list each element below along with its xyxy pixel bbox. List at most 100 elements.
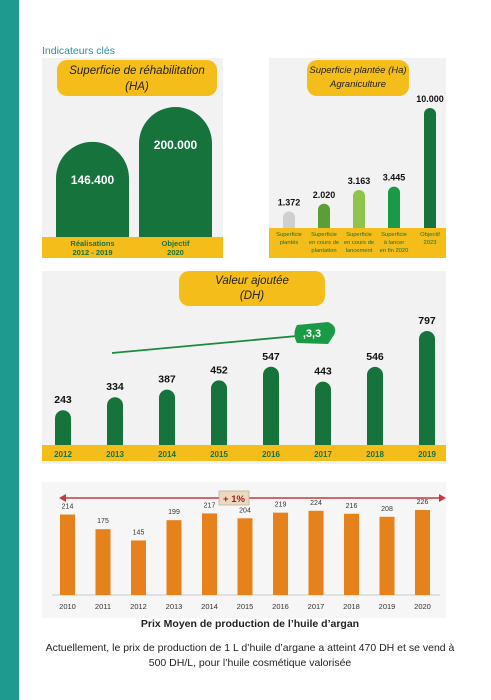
rehabilitation-bar-1 — [139, 107, 212, 237]
planted-category-label-1-0: Superficie — [311, 232, 337, 238]
rehabilitation-panel: Superficie de réhabilitation (HA) 146.40… — [42, 58, 223, 258]
price-value-label-1: 175 — [97, 518, 109, 525]
planted-title: Superficie plantée (Ha) Agraniculture — [307, 60, 409, 96]
value-added-bar-6 — [367, 366, 383, 445]
price-category-label-1: 2011 — [95, 602, 111, 611]
price-category-label-3: 2013 — [166, 602, 183, 611]
value-added-bar-5 — [315, 381, 331, 445]
rehabilitation-category-label-1-1: 2020 — [167, 248, 184, 257]
value-added-value-label-4: 547 — [262, 351, 280, 363]
value-added-category-label-5: 2017 — [314, 450, 332, 459]
planted-bar-0 — [283, 211, 295, 228]
price-bar-8 — [344, 513, 359, 595]
planted-title-line1: Superficie plantée (Ha) — [309, 65, 407, 76]
rehabilitation-value-label-0: 146.400 — [71, 173, 115, 187]
price-bar-0 — [60, 514, 75, 595]
planted-category-label-3-2: en fin 2020 — [380, 248, 409, 254]
price-value-label-10: 226 — [417, 499, 429, 506]
value-added-trend-line — [111, 334, 309, 354]
planted-bar-4 — [424, 108, 436, 228]
value-added-value-label-0: 243 — [54, 394, 72, 406]
value-added-value-label-6: 546 — [366, 351, 384, 363]
value-added-value-label-7: 797 — [418, 315, 436, 327]
price-chart: + 1% 214 2010 175 2011 145 2012 199 2013 217 2014 2… — [52, 490, 446, 611]
rehabilitation-bar-0 — [56, 141, 129, 237]
value-added-category-label-1: 2013 — [106, 450, 124, 459]
price-category-label-4: 2014 — [201, 602, 218, 611]
planted-value-label-3: 3.445 — [383, 173, 406, 183]
planted-category-label-3-1: à lancer — [384, 240, 405, 246]
price-bar-2 — [131, 540, 146, 595]
planted-category-label-1-2: plantation — [311, 248, 336, 254]
planted-title-line2: Agraniculture — [330, 79, 386, 90]
price-value-label-7: 224 — [310, 500, 322, 507]
planted-category-label-2-0: Superficie — [346, 232, 372, 238]
price-bar-1 — [95, 529, 111, 595]
rehabilitation-value-label-1: 200.000 — [154, 138, 198, 152]
value-added-trend-badge — [294, 322, 336, 344]
value-added-title-line2: (DH) — [239, 290, 265, 302]
price-category-label-6: 2016 — [272, 602, 289, 611]
value-added-category-label-6: 2018 — [366, 450, 384, 459]
planted-category-label-1-1: en cours de — [309, 240, 339, 246]
value-added-value-label-1: 334 — [106, 381, 124, 393]
value-added-value-label-2: 387 — [158, 374, 176, 386]
value-added-bar-7 — [419, 331, 435, 445]
rehabilitation-category-label-1-0: Objectif — [162, 239, 190, 248]
rehabilitation-title: Superficie de réhabilitation (HA) — [57, 60, 217, 96]
side-stripe — [0, 0, 19, 700]
price-bar-6 — [273, 512, 288, 595]
price-value-label-3: 199 — [168, 509, 180, 516]
planted-category-label-0-0: Superficie — [276, 232, 302, 238]
planted-value-label-0: 1.372 — [278, 198, 301, 208]
planted-category-band — [269, 228, 446, 258]
price-category-label-7: 2017 — [308, 602, 325, 611]
value-added-bar-4 — [263, 366, 279, 445]
value-added-trend-label: ,3,3 — [303, 328, 321, 340]
value-added-value-label-5: 443 — [314, 366, 332, 378]
price-bar-5 — [237, 518, 253, 595]
price-category-label-9: 2019 — [379, 602, 396, 611]
value-added-category-label-0: 2012 — [54, 450, 72, 459]
value-added-title: Valeur ajoutée (DH) — [179, 271, 325, 306]
rehabilitation-category-label-0-0: Réalisations — [70, 239, 114, 248]
planted-category-label-4-0: Objectif — [420, 232, 440, 238]
value-added-chart: ,3,3 243 2012 334 2013 387 2014 452 2015 547 2016 4… — [42, 315, 446, 461]
price-category-label-5: 2015 — [237, 602, 254, 611]
planted-category-label-3-0: Superficie — [381, 232, 407, 238]
planted-category-label-2-1: en cours de — [344, 240, 374, 246]
planted-value-label-2: 3.163 — [348, 176, 371, 186]
price-value-label-2: 145 — [133, 529, 145, 536]
footer-text: Actuellement, le prix de production de 1… — [45, 642, 455, 669]
rehabilitation-title-line1: Superficie de réhabilitation — [69, 65, 205, 77]
price-trend-arrow-right — [439, 494, 446, 502]
value-added-bar-0 — [55, 410, 71, 445]
price-category-label-8: 2018 — [343, 602, 360, 611]
price-value-label-4: 217 — [204, 502, 216, 509]
value-added-category-band — [42, 445, 446, 461]
price-bar-10 — [415, 510, 430, 595]
rehabilitation-category-band — [42, 237, 223, 258]
value-added-category-label-2: 2014 — [158, 450, 176, 459]
value-added-value-label-3: 452 — [210, 364, 228, 376]
planted-panel: Superficie plantée (Ha) Agraniculture 1.… — [269, 58, 446, 258]
value-added-category-label-7: 2019 — [418, 450, 436, 459]
planted-chart: 1.372 Superficie plantés 2.020 Superficie en … — [269, 94, 446, 258]
price-trend-arrow-left — [59, 494, 66, 502]
price-bar-4 — [202, 513, 217, 595]
price-value-label-8: 216 — [346, 503, 358, 510]
value-added-title-line1: Valeur ajoutée — [215, 275, 289, 287]
rehabilitation-title-line2: (HA) — [125, 81, 149, 93]
planted-category-label-2-2: lancement — [346, 248, 373, 254]
price-trend-badge — [218, 490, 250, 506]
planted-category-label-0-1: plantés — [280, 240, 299, 246]
value-added-bar-3 — [211, 380, 227, 445]
planted-bar-1 — [318, 203, 330, 228]
value-added-panel: Valeur ajoutée (DH) ,3,3 243 2012 334 2013 38… — [42, 271, 446, 464]
price-bar-7 — [308, 510, 324, 595]
price-value-label-5: 204 — [239, 507, 251, 514]
price-category-label-2: 2012 — [130, 602, 147, 611]
value-added-category-label-3: 2015 — [210, 450, 228, 459]
chart-caption: Prix Moyen de production de l’huile d’ar… — [140, 618, 360, 630]
